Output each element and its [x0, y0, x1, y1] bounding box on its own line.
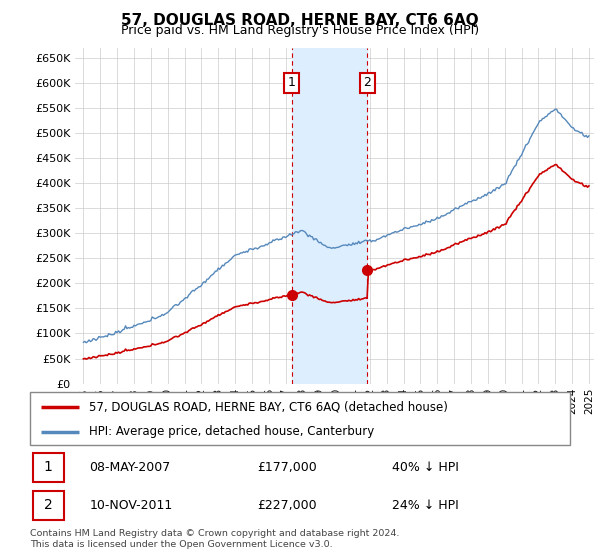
Text: £177,000: £177,000 [257, 461, 317, 474]
Text: Price paid vs. HM Land Registry's House Price Index (HPI): Price paid vs. HM Land Registry's House … [121, 24, 479, 37]
Text: 08-MAY-2007: 08-MAY-2007 [89, 461, 170, 474]
FancyBboxPatch shape [30, 392, 570, 445]
Text: HPI: Average price, detached house, Canterbury: HPI: Average price, detached house, Cant… [89, 426, 374, 438]
Text: 1: 1 [44, 460, 53, 474]
Text: 57, DOUGLAS ROAD, HERNE BAY, CT6 6AQ: 57, DOUGLAS ROAD, HERNE BAY, CT6 6AQ [121, 13, 479, 28]
Text: 1: 1 [287, 76, 295, 90]
Text: £227,000: £227,000 [257, 499, 316, 512]
FancyBboxPatch shape [33, 491, 64, 520]
Text: 24% ↓ HPI: 24% ↓ HPI [392, 499, 458, 512]
Text: 40% ↓ HPI: 40% ↓ HPI [392, 461, 458, 474]
FancyBboxPatch shape [33, 453, 64, 482]
Bar [292, 48, 367, 384]
Text: 57, DOUGLAS ROAD, HERNE BAY, CT6 6AQ (detached house): 57, DOUGLAS ROAD, HERNE BAY, CT6 6AQ (de… [89, 400, 448, 413]
Text: 10-NOV-2011: 10-NOV-2011 [89, 499, 173, 512]
Text: Contains HM Land Registry data © Crown copyright and database right 2024.
This d: Contains HM Land Registry data © Crown c… [30, 529, 400, 549]
Text: 2: 2 [44, 498, 53, 512]
Text: 2: 2 [364, 76, 371, 90]
